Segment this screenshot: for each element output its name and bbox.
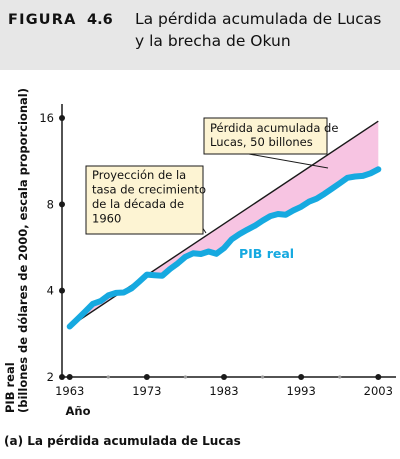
projection-callout-text: de la década de — [92, 197, 184, 211]
loss-callout-text: Lucas, 50 billones — [210, 135, 313, 149]
projection-callout-text: Proyección de la — [92, 168, 186, 182]
x-tick-mark — [67, 374, 73, 380]
x-tick-label: 2003 — [364, 384, 393, 398]
y-tick-label: 16 — [39, 111, 54, 125]
x-axis-title: Año — [66, 404, 91, 418]
x-minor-tick-mark — [338, 375, 341, 378]
x-minor-tick-mark — [261, 375, 264, 378]
y-tick-mark — [59, 374, 65, 380]
real-gdp-series-label: PIB real — [239, 246, 294, 261]
x-tick-label: 1963 — [55, 384, 84, 398]
y-tick-mark — [59, 201, 65, 207]
panel-caption: (a) La pérdida acumulada de Lucas — [4, 434, 241, 448]
x-tick-label: 1973 — [132, 384, 161, 398]
y-tick-label: 8 — [47, 197, 54, 211]
x-minor-tick-mark — [107, 375, 110, 378]
loss-callout-text: Pérdida acumulada de — [210, 121, 338, 135]
y-axis-title-line-1: PIB real — [3, 362, 17, 413]
x-minor-tick-mark — [184, 375, 187, 378]
y-tick-label: 4 — [47, 284, 54, 298]
y-tick-mark — [59, 115, 65, 121]
x-tick-mark — [298, 374, 304, 380]
x-tick-mark — [375, 374, 381, 380]
y-tick-mark — [59, 288, 65, 294]
projection-callout-text: tasa de crecimiento — [92, 183, 206, 197]
y-axis-title-line-2: (billones de dólares de 2000, escala pro… — [16, 88, 30, 413]
projection-callout-text: 1960 — [92, 212, 121, 226]
y-tick-label: 2 — [47, 370, 54, 384]
x-tick-label: 1983 — [209, 384, 238, 398]
x-tick-mark — [144, 374, 150, 380]
x-tick-label: 1993 — [287, 384, 316, 398]
x-tick-mark — [221, 374, 227, 380]
